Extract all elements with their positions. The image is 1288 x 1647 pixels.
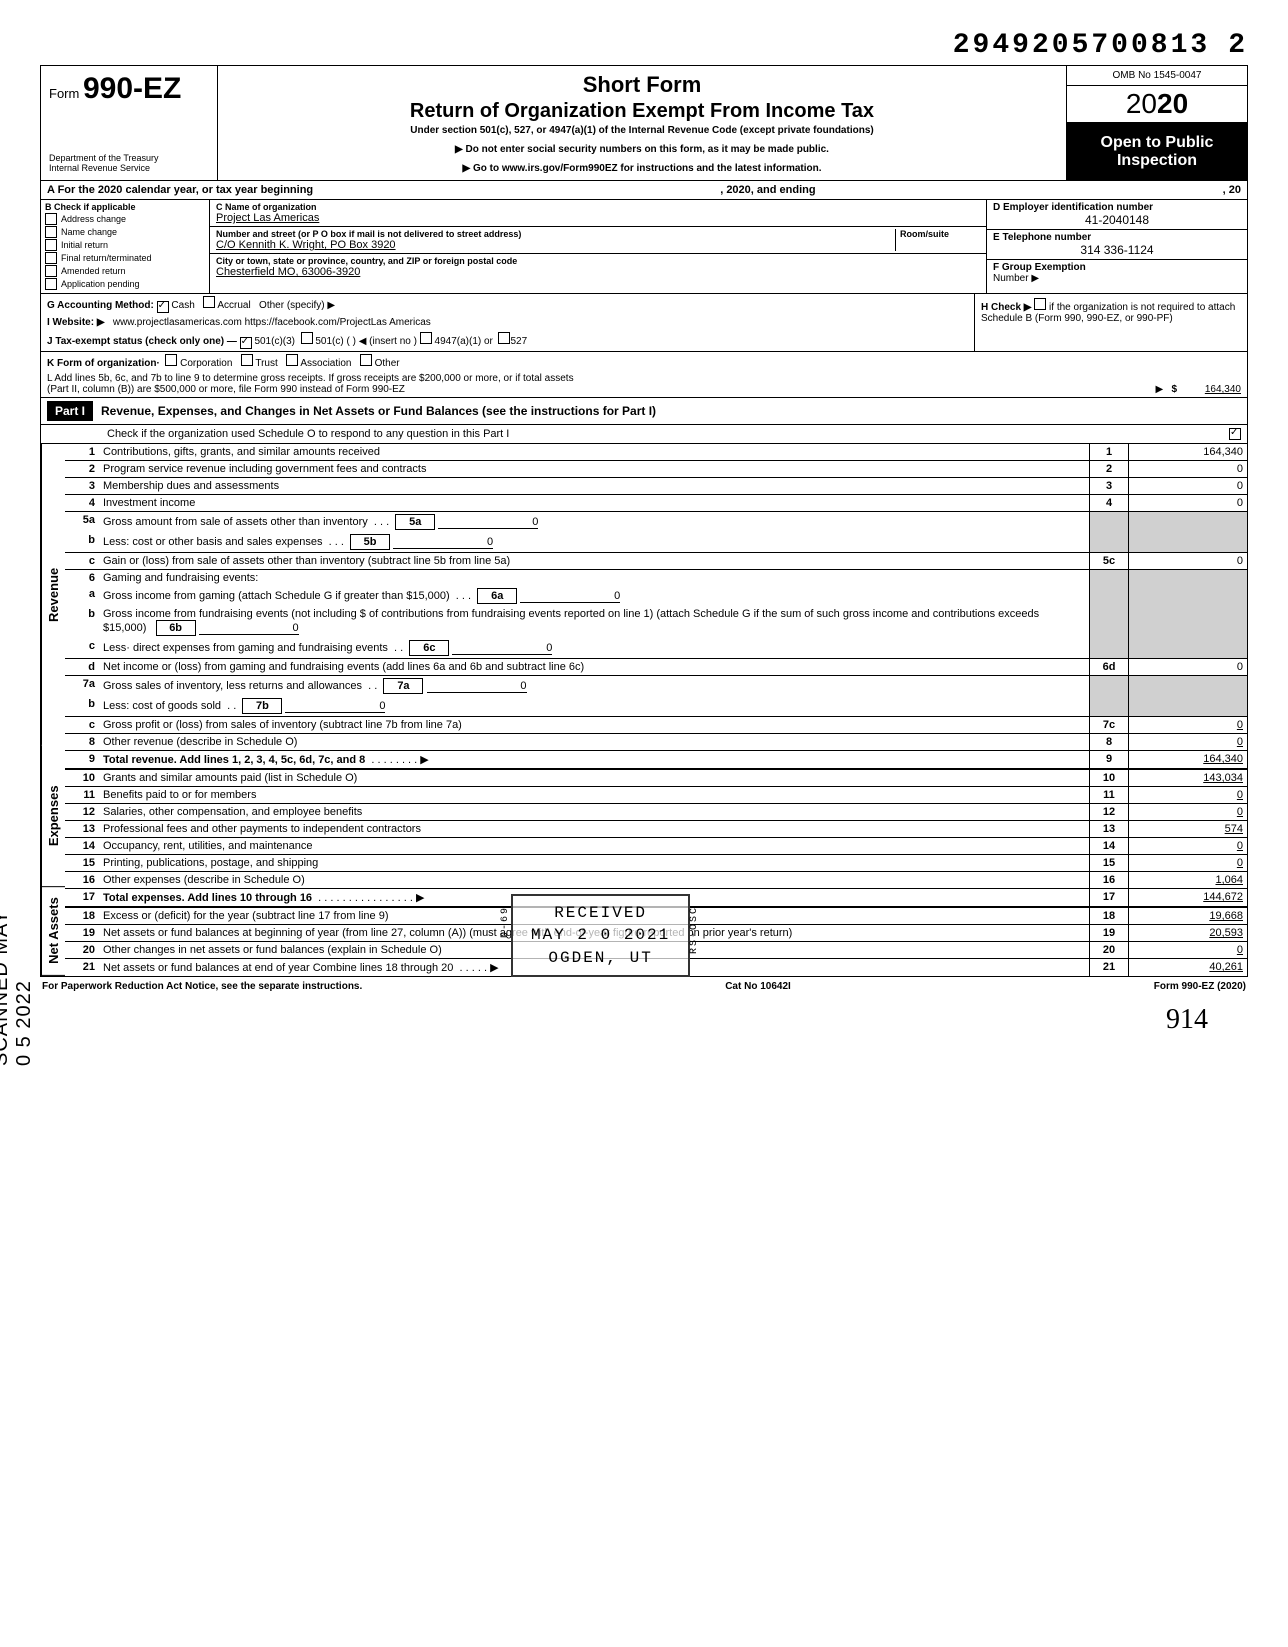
phone-cell: E Telephone number 314 336-1124 <box>987 230 1247 260</box>
side-label-expenses: Expenses <box>41 745 65 887</box>
title-return: Return of Organization Exempt From Incom… <box>226 100 1058 123</box>
website-value: www.projectlasamericas.com https://faceb… <box>113 317 431 328</box>
title-short-form: Short Form <box>226 72 1058 98</box>
footer-cat-no: Cat No 10642I <box>725 981 791 992</box>
part-i-body: Revenue Expenses Net Assets 1Contributio… <box>40 444 1248 977</box>
ssn-warning: ▶ Do not enter social security numbers o… <box>226 144 1058 155</box>
line-13-value: 574 <box>1129 821 1248 838</box>
line-j-tax-status: J Tax-exempt status (check only one) — 5… <box>41 330 974 351</box>
checkbox-4947a1[interactable] <box>420 332 432 344</box>
stamp-side-right: RS-OSC <box>688 906 702 954</box>
line-20-value: 0 <box>1129 942 1248 959</box>
checkbox-527[interactable] <box>498 332 510 344</box>
line-1-value: 164,340 <box>1129 444 1248 461</box>
subtitle: Under section 501(c), 527, or 4947(a)(1)… <box>226 125 1058 136</box>
line-2-value: 0 <box>1129 461 1248 478</box>
line-18-value: 19,668 <box>1129 907 1248 925</box>
org-name-value: Project Las Americas <box>216 212 980 224</box>
phone-value: 314 336-1124 <box>993 243 1241 257</box>
lines-g-to-l: G Accounting Method: Cash Accrual Other … <box>40 294 1248 398</box>
identity-section: B Check if applicable Address change Nam… <box>40 200 1248 294</box>
handwritten-note: 914 <box>40 1004 1248 1036</box>
line-16-value: 1,064 <box>1129 872 1248 889</box>
footer-form-ref: Form 990-EZ (2020) <box>1154 981 1246 992</box>
form-header: Form 990-EZ Department of the Treasury I… <box>40 65 1248 181</box>
checkbox-corporation[interactable] <box>165 354 177 366</box>
footer: For Paperwork Reduction Act Notice, see … <box>40 977 1248 996</box>
checkbox-cash[interactable] <box>157 301 169 313</box>
line-g-accounting: G Accounting Method: Cash Accrual Other … <box>41 294 974 315</box>
line-12-value: 0 <box>1129 804 1248 821</box>
checkbox-address-change[interactable]: Address change <box>45 213 205 225</box>
section-b-checkboxes: B Check if applicable Address change Nam… <box>41 200 210 293</box>
line-l-gross-receipts: L Add lines 5b, 6c, and 7b to line 9 to … <box>41 371 1247 397</box>
line-14-value: 0 <box>1129 838 1248 855</box>
room-suite-label: Room/suite <box>900 229 949 239</box>
footer-left: For Paperwork Reduction Act Notice, see … <box>42 981 362 992</box>
department-label: Department of the Treasury Internal Reve… <box>49 154 209 174</box>
city-value: Chesterfield MO, 63006-3920 <box>216 266 980 278</box>
line-11-value: 0 <box>1129 787 1248 804</box>
line-a-tax-year: A For the 2020 calendar year, or tax yea… <box>40 181 1248 200</box>
open-to-public: Open to Public Inspection <box>1067 123 1247 180</box>
line-19-value: 20,593 <box>1129 925 1248 942</box>
group-exemption-cell: F Group Exemption Number ▶ <box>987 260 1247 286</box>
line-i-website: I Website: ▶ www.projectlasamericas.com … <box>41 315 974 330</box>
tax-year: 2020 <box>1067 86 1247 123</box>
checkbox-initial-return[interactable]: Initial return <box>45 239 205 251</box>
line-h: H Check ▶ if the organization is not req… <box>974 294 1247 351</box>
line-10-value: 143,034 <box>1129 769 1248 787</box>
line-8-value: 0 <box>1129 734 1248 751</box>
city-cell: City or town, state or province, country… <box>210 254 986 280</box>
line-9-value: 164,340 <box>1129 751 1248 770</box>
line-7c-value: 0 <box>1129 717 1248 734</box>
checkbox-application-pending[interactable]: Application pending <box>45 278 205 290</box>
side-label-revenue: Revenue <box>41 444 65 745</box>
checkbox-final-return[interactable]: Final return/terminated <box>45 252 205 264</box>
checkbox-schedule-b[interactable] <box>1034 298 1046 310</box>
checkbox-accrual[interactable] <box>203 296 215 308</box>
ein-cell: D Employer identification number 41-2040… <box>987 200 1247 230</box>
line-k-form-org: K Form of organization· Corporation Trus… <box>41 351 1247 371</box>
line-3-value: 0 <box>1129 478 1248 495</box>
line-6d-value: 0 <box>1129 659 1248 676</box>
form-number: Form 990-EZ <box>49 72 209 106</box>
checkbox-amended-return[interactable]: Amended return <box>45 265 205 277</box>
gross-receipts-value: 164,340 <box>1205 384 1241 395</box>
side-label-net-assets: Net Assets <box>41 887 65 976</box>
address-value: C/O Kennith K. Wright, PO Box 3920 <box>216 239 895 251</box>
org-name-cell: C Name of organization Project Las Ameri… <box>210 200 986 227</box>
checkbox-schedule-o[interactable] <box>1229 428 1241 440</box>
checkbox-trust[interactable] <box>241 354 253 366</box>
checkbox-name-change[interactable]: Name change <box>45 226 205 238</box>
line-15-value: 0 <box>1129 855 1248 872</box>
checkbox-other-org[interactable] <box>360 354 372 366</box>
checkbox-association[interactable] <box>286 354 298 366</box>
line-21-value: 40,261 <box>1129 959 1248 977</box>
document-number: 29492057008132 <box>40 30 1248 61</box>
scanned-stamp: SCANNED MAY 0 5 2022 <box>0 900 36 1066</box>
address-cell: Number and street (or P O box if mail is… <box>210 227 986 254</box>
omb-number: OMB No 1545-0047 <box>1067 66 1247 86</box>
line-5c-value: 0 <box>1129 553 1248 570</box>
line-4-value: 0 <box>1129 495 1248 512</box>
stamp-side-left: D-69 <box>499 906 513 938</box>
goto-link: ▶ Go to www.irs.gov/Form990EZ for instru… <box>226 163 1058 174</box>
received-stamp: RECEIVED MAY 2 0 2021 OGDEN, UT D-69 RS-… <box>511 894 690 977</box>
part-i-check-line: Check if the organization used Schedule … <box>40 425 1248 444</box>
section-b-header: B Check if applicable <box>45 202 205 212</box>
ein-value: 41-2040148 <box>993 213 1241 227</box>
checkbox-501c[interactable] <box>301 332 313 344</box>
checkbox-501c3[interactable] <box>240 337 252 349</box>
part-i-header: Part I Revenue, Expenses, and Changes in… <box>40 398 1248 425</box>
line-17-value: 144,672 <box>1129 889 1248 908</box>
